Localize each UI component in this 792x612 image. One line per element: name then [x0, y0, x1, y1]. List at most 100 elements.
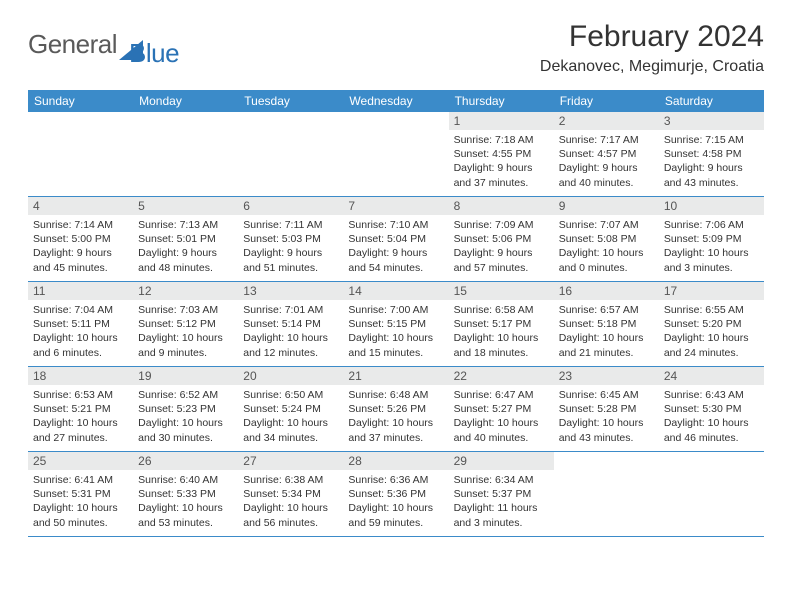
day-cell — [28, 112, 133, 196]
week-row: 1Sunrise: 7:18 AMSunset: 4:55 PMDaylight… — [28, 112, 764, 197]
sunrise-line: Sunrise: 7:18 AM — [454, 133, 549, 147]
day-cell: 15Sunrise: 6:58 AMSunset: 5:17 PMDayligh… — [449, 282, 554, 366]
day-number: 4 — [28, 197, 133, 215]
day-cell: 11Sunrise: 7:04 AMSunset: 5:11 PMDayligh… — [28, 282, 133, 366]
sunset-line: Sunset: 5:27 PM — [454, 402, 549, 416]
daylight-line-2: and 12 minutes. — [243, 346, 338, 360]
day-number: 7 — [343, 197, 448, 215]
sunrise-line: Sunrise: 7:04 AM — [33, 303, 128, 317]
sunrise-line: Sunrise: 6:38 AM — [243, 473, 338, 487]
day-cell: 26Sunrise: 6:40 AMSunset: 5:33 PMDayligh… — [133, 452, 238, 536]
logo-row-1: General — [28, 29, 143, 60]
day-info: Sunrise: 6:34 AMSunset: 5:37 PMDaylight:… — [449, 470, 554, 535]
sunrise-line: Sunrise: 6:41 AM — [33, 473, 128, 487]
sunrise-line: Sunrise: 7:09 AM — [454, 218, 549, 232]
day-cell: 1 Sunrise: 7:18 AMSunset: 4:55 PMDaylight… — [449, 112, 554, 196]
sunset-line: Sunset: 5:11 PM — [33, 317, 128, 331]
daylight-line-1: Daylight: 10 hours — [664, 246, 759, 260]
day-info: Sunrise: 7:03 AMSunset: 5:12 PMDaylight:… — [133, 300, 238, 365]
daylight-line-1: Daylight: 10 hours — [33, 501, 128, 515]
sunrise-line: Sunrise: 6:43 AM — [664, 388, 759, 402]
daylight-line-2: and 50 minutes. — [33, 516, 128, 530]
sunset-line: Sunset: 5:00 PM — [33, 232, 128, 246]
day-info: Sunrise: 6:48 AMSunset: 5:26 PMDaylight:… — [343, 385, 448, 450]
daylight-line-2: and 24 minutes. — [664, 346, 759, 360]
header: General Blue February 2024 Dekanovec, Me… — [0, 0, 792, 82]
sunset-line: Sunset: 5:23 PM — [138, 402, 233, 416]
day-info: Sunrise: 6:43 AMSunset: 5:30 PMDaylight:… — [659, 385, 764, 450]
day-info: Sunrise: 6:53 AMSunset: 5:21 PMDaylight:… — [28, 385, 133, 450]
day-header-tuesday: Tuesday — [238, 90, 343, 112]
sunrise-line: Sunrise: 6:48 AM — [348, 388, 443, 402]
sunrise-line: Sunrise: 6:55 AM — [664, 303, 759, 317]
daylight-line-1: Daylight: 10 hours — [559, 416, 654, 430]
daylight-line-1: Daylight: 10 hours — [33, 331, 128, 345]
sunset-line: Sunset: 5:37 PM — [454, 487, 549, 501]
day-info: Sunrise: 7:11 AMSunset: 5:03 PMDaylight:… — [238, 215, 343, 280]
sunset-line: Sunset: 5:21 PM — [33, 402, 128, 416]
sunrise-line: Sunrise: 6:53 AM — [33, 388, 128, 402]
day-number: 29 — [449, 452, 554, 470]
week-row: 11Sunrise: 7:04 AMSunset: 5:11 PMDayligh… — [28, 282, 764, 367]
sunrise-line: Sunrise: 6:34 AM — [454, 473, 549, 487]
sunrise-line: Sunrise: 7:00 AM — [348, 303, 443, 317]
page-title: February 2024 — [540, 20, 764, 54]
day-cell — [238, 112, 343, 196]
daylight-line-2: and 34 minutes. — [243, 431, 338, 445]
day-cell: 19Sunrise: 6:52 AMSunset: 5:23 PMDayligh… — [133, 367, 238, 451]
day-cell: 13Sunrise: 7:01 AMSunset: 5:14 PMDayligh… — [238, 282, 343, 366]
day-info: Sunrise: 6:47 AMSunset: 5:27 PMDaylight:… — [449, 385, 554, 450]
day-number: 20 — [238, 367, 343, 385]
sunset-line: Sunset: 5:24 PM — [243, 402, 338, 416]
sunset-line: Sunset: 5:17 PM — [454, 317, 549, 331]
logo: General Blue — [28, 20, 179, 69]
day-number: 19 — [133, 367, 238, 385]
day-cell: 23Sunrise: 6:45 AMSunset: 5:28 PMDayligh… — [554, 367, 659, 451]
daylight-line-1: Daylight: 10 hours — [348, 331, 443, 345]
sunset-line: Sunset: 5:28 PM — [559, 402, 654, 416]
daylight-line-2: and 6 minutes. — [33, 346, 128, 360]
daylight-line-2: and 3 minutes. — [664, 261, 759, 275]
day-header-friday: Friday — [554, 90, 659, 112]
day-header-wednesday: Wednesday — [343, 90, 448, 112]
daylight-line-2: and 9 minutes. — [138, 346, 233, 360]
day-cell: 10Sunrise: 7:06 AMSunset: 5:09 PMDayligh… — [659, 197, 764, 281]
day-number: 1 — [449, 112, 554, 130]
day-number: 3 — [659, 112, 764, 130]
sunrise-line: Sunrise: 7:06 AM — [664, 218, 759, 232]
sunrise-line: Sunrise: 6:50 AM — [243, 388, 338, 402]
daylight-line-1: Daylight: 10 hours — [559, 331, 654, 345]
day-number: 9 — [554, 197, 659, 215]
day-cell: 14Sunrise: 7:00 AMSunset: 5:15 PMDayligh… — [343, 282, 448, 366]
daylight-line-1: Daylight: 10 hours — [454, 416, 549, 430]
day-cell: 17Sunrise: 6:55 AMSunset: 5:20 PMDayligh… — [659, 282, 764, 366]
sunset-line: Sunset: 4:55 PM — [454, 147, 549, 161]
day-info: Sunrise: 7:17 AMSunset: 4:57 PMDaylight:… — [554, 130, 659, 195]
daylight-line-1: Daylight: 9 hours — [454, 161, 549, 175]
daylight-line-1: Daylight: 10 hours — [138, 501, 233, 515]
daylight-line-2: and 43 minutes. — [559, 431, 654, 445]
daylight-line-1: Daylight: 9 hours — [559, 161, 654, 175]
day-cell — [659, 452, 764, 536]
daylight-line-2: and 54 minutes. — [348, 261, 443, 275]
day-cell: 2Sunrise: 7:17 AMSunset: 4:57 PMDaylight… — [554, 112, 659, 196]
sunset-line: Sunset: 5:33 PM — [138, 487, 233, 501]
day-number: 25 — [28, 452, 133, 470]
daylight-line-1: Daylight: 11 hours — [454, 501, 549, 515]
day-header-saturday: Saturday — [659, 90, 764, 112]
logo-text-blue: Blue — [129, 38, 179, 69]
week-row: 18Sunrise: 6:53 AMSunset: 5:21 PMDayligh… — [28, 367, 764, 452]
day-number: 8 — [449, 197, 554, 215]
sunset-line: Sunset: 5:20 PM — [664, 317, 759, 331]
day-number: 26 — [133, 452, 238, 470]
daylight-line-2: and 18 minutes. — [454, 346, 549, 360]
daylight-line-2: and 21 minutes. — [559, 346, 654, 360]
day-number: 10 — [659, 197, 764, 215]
day-info: Sunrise: 6:52 AMSunset: 5:23 PMDaylight:… — [133, 385, 238, 450]
day-cell: 4Sunrise: 7:14 AMSunset: 5:00 PMDaylight… — [28, 197, 133, 281]
day-number: 6 — [238, 197, 343, 215]
sunrise-line: Sunrise: 7:07 AM — [559, 218, 654, 232]
day-info: Sunrise: 6:45 AMSunset: 5:28 PMDaylight:… — [554, 385, 659, 450]
day-cell — [133, 112, 238, 196]
daylight-line-1: Daylight: 10 hours — [243, 416, 338, 430]
